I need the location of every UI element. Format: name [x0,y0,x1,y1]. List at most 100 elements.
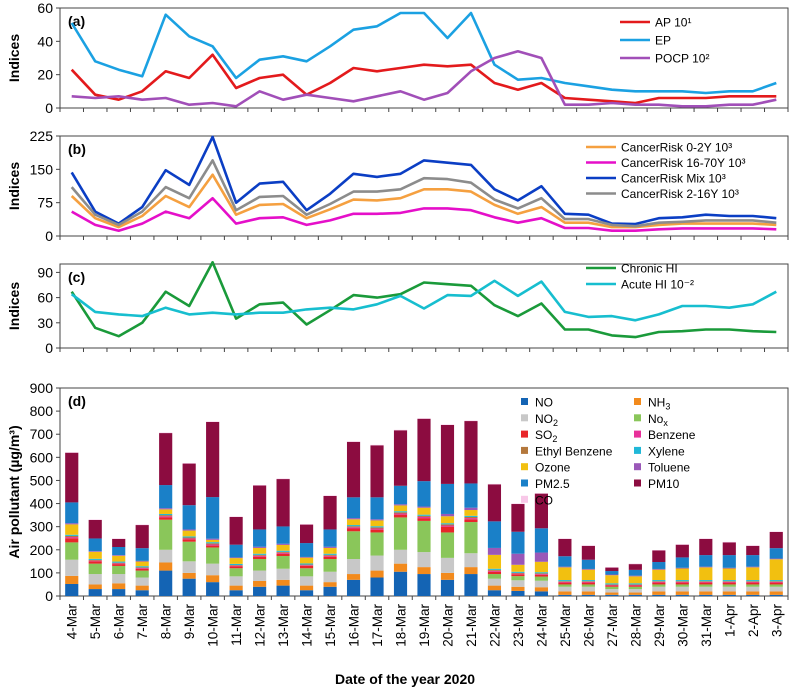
bar-segment-11 [300,524,314,544]
bar-segment-5 [581,581,595,583]
bar-segment-11 [699,538,713,556]
legend-label: Ethyl Benzene [535,444,613,458]
bar-segment-8 [276,544,290,551]
legend-label: SO2 [535,428,557,444]
bar-segment-0 [112,589,126,596]
bar-segment-2 [722,586,736,592]
bar-segment-5 [112,563,126,565]
bar-segment-8 [393,505,408,512]
bar-segment-2 [346,559,361,575]
x-tick-label: 1-Apr [722,603,737,637]
bar-segment-7 [300,563,314,565]
y-tick-label: 400 [30,496,54,512]
bar-segment-4 [182,539,196,542]
legend-swatch [521,430,528,438]
bar-segment-3 [534,576,548,581]
bar-segment-2 [370,555,384,571]
bar-segment-0 [440,579,455,596]
bar-segment-4 [88,561,102,564]
bar-segment-10 [558,556,572,567]
bar-segment-2 [487,578,502,586]
bar-segment-2 [628,589,642,593]
bar-segment-9 [440,513,455,517]
bar-segment-4 [323,556,337,560]
bar-segment-11 [112,538,126,548]
series-line-2 [71,49,777,108]
bar-segment-0 [276,585,290,596]
plot-frame [59,263,789,349]
bar-segment-4 [440,526,455,533]
bar-segment-2 [675,586,689,592]
bar-segment-6 [581,581,595,582]
y-tick-label: 500 [30,472,54,488]
bar-segment-5 [88,560,102,562]
bar-segment-11 [182,463,196,506]
bar-segment-3 [300,568,314,577]
bar-segment-0 [699,594,713,596]
bar-segment-6 [534,573,548,575]
bar-segment-11 [511,504,525,532]
series-line-0 [70,173,777,229]
bar-segment-2 [300,576,314,586]
bar-segment-9 [159,508,173,510]
x-tick-label: 15-Mar [323,604,338,647]
x-tick-label: 2-Apr [746,603,761,637]
x-tick-label: 22-Mar [487,604,502,647]
bar-segment-6 [229,565,243,566]
bar-segment-4 [393,514,408,518]
bar-segment-4 [558,582,572,585]
bar-segment-5 [769,581,783,583]
series-line-3 [70,159,777,228]
y-tick-label: 225 [30,128,54,144]
bar-segment-1 [206,575,220,583]
bar-segment-9 [746,566,760,568]
bar-segment-2 [652,586,666,592]
legend-swatch [521,479,528,487]
bar-segment-9 [393,504,408,506]
bar-segment-7 [65,534,79,536]
bar-segment-9 [253,546,267,548]
bar-segment-4 [652,582,666,585]
bar-segment-2 [159,549,173,563]
legend-label: CO [535,493,553,507]
bar-segment-6 [652,581,666,582]
bar-segment-8 [370,520,384,527]
legend-swatch [634,463,641,471]
bar-segment-6 [769,581,783,582]
bar-segment-9 [229,557,243,559]
y-axis-label: Indices [6,162,22,210]
y-tick-label: 700 [30,426,54,442]
bar-segment-5 [393,513,408,515]
bar-segment-0 [300,590,314,596]
bar-segment-1 [346,574,361,580]
bar-segment-7 [323,553,337,555]
bar-segment-2 [769,586,783,592]
bar-segment-3 [605,586,619,590]
legend-label: PM10 [648,477,680,491]
bar-segment-5 [159,516,173,518]
bar-segment-3 [440,532,455,558]
y-tick-label: 100 [30,565,54,581]
bar-segment-11 [323,495,337,530]
bar-segment-1 [558,591,572,595]
bar-segment-5 [652,581,666,583]
y-tick-label: 0 [45,340,53,356]
bar-segment-5 [300,565,314,566]
x-tick-label: 18-Mar [394,604,409,647]
bar-segment-1 [253,580,267,587]
bar-segment-1 [534,587,548,592]
legend-label: CancerRisk 0-2Y 10³ [621,141,732,155]
bar-segment-0 [393,571,408,596]
bar-segment-4 [534,574,548,577]
bar-segment-3 [370,532,384,556]
bar-segment-7 [487,568,502,570]
y-tick-label: 60 [37,290,53,306]
bar-segment-8 [323,547,337,554]
bar-segment-6 [135,567,149,569]
bar-segment-7 [534,572,548,574]
bar-segment-4 [487,571,502,575]
legend-swatch [521,495,528,503]
bar-segment-8 [746,567,760,581]
bar-segment-6 [182,537,196,539]
